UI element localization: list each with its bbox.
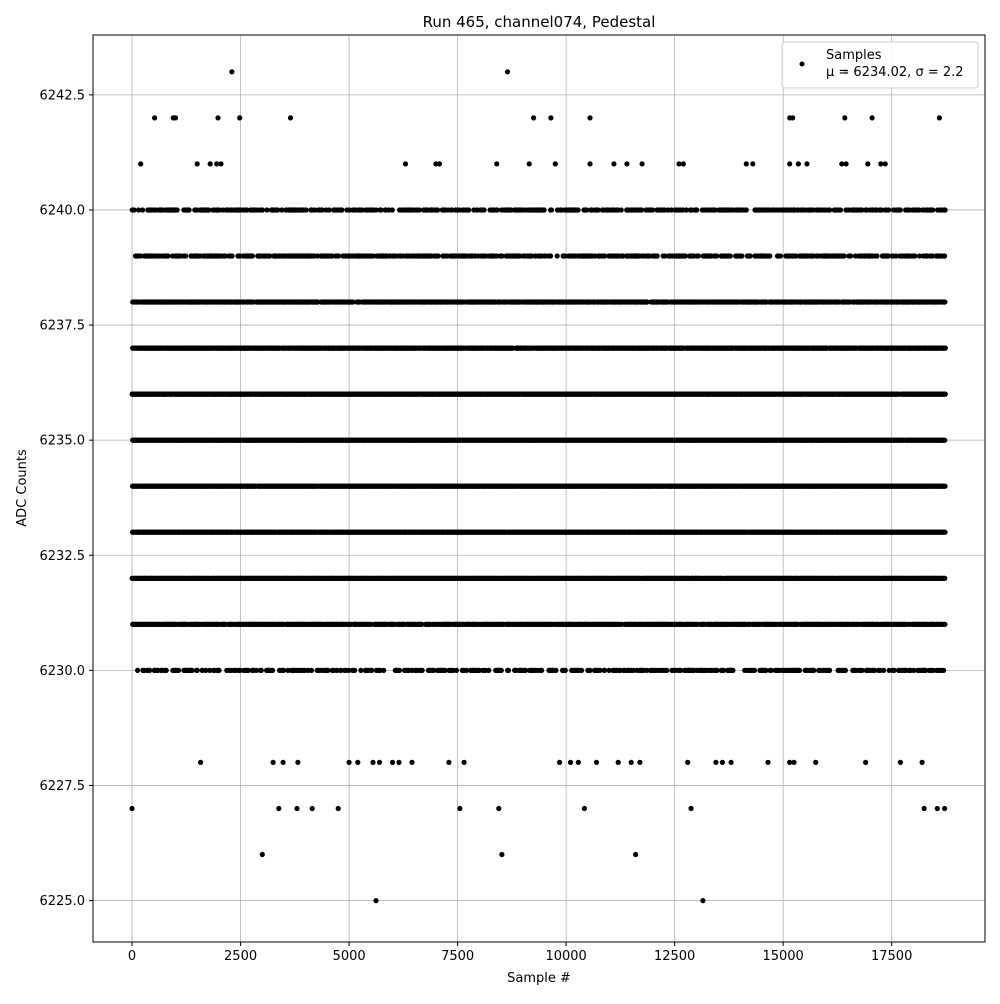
data-point (941, 668, 946, 673)
data-point (506, 668, 511, 673)
data-point (811, 668, 816, 673)
data-point (752, 668, 757, 673)
data-point (454, 668, 459, 673)
data-point (352, 668, 357, 673)
data-point (942, 576, 947, 581)
data-point (943, 530, 948, 535)
data-point (381, 668, 386, 673)
data-point (397, 668, 402, 673)
data-point (270, 668, 275, 673)
data-point (195, 668, 200, 673)
data-point (420, 668, 425, 673)
data-point (216, 668, 221, 673)
data-point (553, 668, 558, 673)
data-point (563, 668, 568, 673)
data-point (892, 668, 897, 673)
data-point (176, 668, 181, 673)
data-point (942, 622, 947, 627)
data-point (602, 668, 607, 673)
data-point (135, 668, 140, 673)
data-point (730, 668, 735, 673)
data-point (259, 668, 264, 673)
data-point (579, 668, 584, 673)
data-point (147, 668, 152, 673)
data-point (164, 668, 169, 673)
data-point (827, 668, 832, 673)
data-point (358, 668, 363, 673)
data-point (797, 668, 802, 673)
data-point (369, 668, 374, 673)
data-point (587, 668, 592, 673)
data-point (881, 668, 886, 673)
data-point (499, 668, 504, 673)
data-point (539, 668, 544, 673)
data-point (189, 668, 194, 673)
data-point (486, 668, 491, 673)
data-point (943, 484, 948, 489)
data-point (664, 668, 669, 673)
data-point (309, 668, 314, 673)
data-point (843, 668, 848, 673)
